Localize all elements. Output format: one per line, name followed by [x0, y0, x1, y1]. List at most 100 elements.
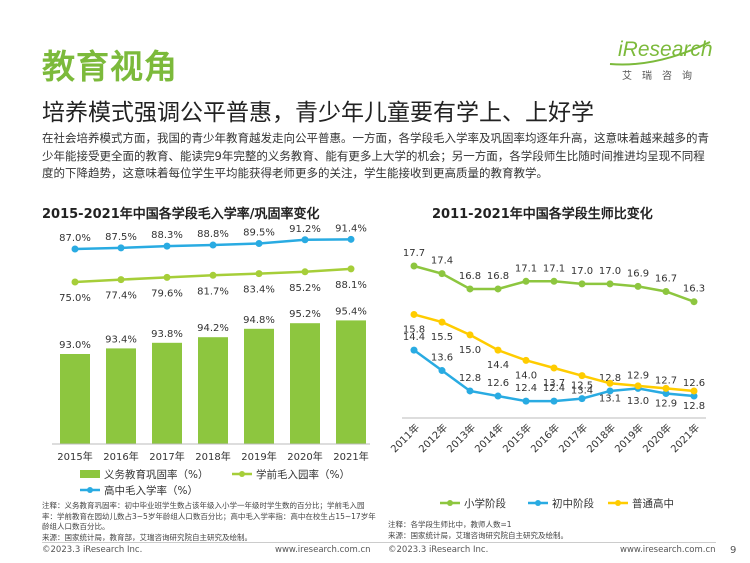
- highschool-point: [117, 244, 125, 252]
- preschool-point: [117, 276, 125, 284]
- highschool-value-label: 87.0%: [59, 233, 91, 244]
- data-label: 15.0: [459, 345, 481, 356]
- logo-brand: iResearch: [618, 38, 713, 61]
- bar-value-label: 95.4%: [335, 306, 367, 317]
- x-tick-label: 2013年: [444, 421, 478, 455]
- teacher-ratio-chart: 17.7 17.4 16.8 16.8 17.1 17.1 17.0 17.0 16.9 16.7…: [388, 248, 706, 510]
- preschool-point: [163, 273, 171, 281]
- enrollment-chart: 93.0% 93.4% 93.8% 94.2% 94.8% 95.2% 95.4% 2015年…: [52, 223, 370, 497]
- bar-value-label: 95.2%: [289, 309, 321, 320]
- section-title: 教育视角: [42, 47, 178, 86]
- preschool-point: [347, 265, 355, 273]
- x-tick-label: 2015年: [57, 450, 92, 463]
- footer-right-copyright: ©2023.3 iResearch Inc.: [388, 545, 489, 555]
- legend-marker: [239, 471, 245, 477]
- data-label: 12.6: [487, 378, 509, 389]
- series-point: [662, 384, 670, 392]
- series-point: [410, 310, 418, 318]
- highschool-point: [347, 235, 355, 243]
- series-point: [662, 288, 670, 295]
- highschool-value-label: 89.5%: [243, 228, 275, 239]
- series-point: [438, 367, 446, 375]
- right-chart-notes: 注释：各学段生师比中，教师人数=1: [388, 520, 512, 529]
- series-point: [578, 395, 586, 403]
- series-point: [466, 285, 474, 293]
- data-label: 17.0: [571, 266, 593, 277]
- data-label: 13.4: [571, 386, 593, 397]
- preschool-value-label: 79.6%: [151, 288, 183, 299]
- highschool-value-label: 88.3%: [151, 230, 183, 241]
- enrollment-bar: [106, 348, 136, 444]
- x-tick-label: 2020年: [640, 421, 674, 455]
- highschool-value-label: 91.2%: [289, 224, 321, 235]
- data-label: 13.0: [627, 396, 649, 407]
- data-label: 15.5: [431, 332, 453, 343]
- preschool-point: [255, 270, 263, 278]
- left-chart-source: 来源：国家统计局，教育部，艾瑞咨询研究院自主研究及绘制。: [42, 533, 252, 542]
- legend-label: 义务教育巩固率（%）: [104, 468, 208, 481]
- legend-marker: [615, 500, 621, 506]
- footer-left-copyright: ©2023.3 iResearch Inc.: [42, 545, 143, 555]
- data-label: 12.8: [459, 373, 481, 384]
- highschool-value-label: 87.5%: [105, 232, 137, 243]
- highschool-point: [255, 240, 263, 247]
- bar-value-label: 93.0%: [59, 340, 91, 351]
- series-point: [550, 277, 558, 285]
- data-label: 12.8: [599, 373, 621, 384]
- data-label: 13.6: [431, 353, 453, 364]
- enrollment-bar: [244, 328, 274, 444]
- footer-left-url[interactable]: www.iresearch.com.cn: [275, 545, 371, 555]
- series-point: [690, 298, 698, 306]
- highschool-point: [301, 236, 309, 244]
- enrollment-bar: [336, 320, 366, 444]
- x-tick-label: 2021年: [333, 450, 368, 463]
- legend-marker: [447, 500, 453, 506]
- data-label: 12.9: [655, 398, 677, 409]
- intro-paragraph: 在社会培养模式方面，我国的青少年教育越发走向公平普惠。一方面，各学段毛入学率及巩…: [42, 131, 709, 180]
- x-tick-label: 2019年: [241, 450, 276, 463]
- data-label: 13.7: [543, 378, 565, 389]
- left-chart-notes: 注释：义务教育巩固率：初中毕业班学生数占该年级入小学一年级时学生数的百分比；学前…: [42, 501, 376, 531]
- legend-marker: [535, 500, 541, 506]
- legend-label: 小学阶段: [464, 497, 506, 510]
- series-point: [578, 372, 586, 380]
- highschool-point: [209, 241, 217, 249]
- x-tick-label: 2012年: [416, 421, 450, 455]
- logo-subtitle: 艾瑞咨询: [622, 71, 702, 82]
- enrollment-bar: [152, 342, 182, 444]
- data-label: 17.1: [515, 263, 537, 274]
- data-label: 17.7: [403, 248, 425, 259]
- x-tick-label: 2021年: [668, 421, 702, 455]
- enrollment-bar: [60, 354, 90, 444]
- preschool-point: [71, 278, 79, 286]
- page-number: 9: [730, 545, 737, 556]
- preschool-point: [301, 268, 309, 276]
- series-point: [550, 364, 558, 372]
- data-label: 15.8: [403, 324, 425, 335]
- series-point: [494, 346, 502, 354]
- highschool-value-label: 88.8%: [197, 229, 229, 240]
- series-point: [634, 382, 642, 390]
- right-chart-source: 来源：国家统计局，艾瑞咨询研究院自主研究及绘制。: [388, 531, 568, 540]
- preschool-value-label: 83.4%: [243, 285, 275, 296]
- data-label: 16.7: [655, 274, 677, 285]
- legend-label: 学前毛入园率（%）: [256, 468, 350, 481]
- x-tick-label: 2011年: [388, 421, 422, 455]
- series-point: [438, 270, 446, 278]
- legend-label: 初中阶段: [552, 497, 594, 510]
- series-point: [690, 387, 698, 395]
- bar-value-label: 93.8%: [151, 329, 183, 340]
- series-point: [410, 346, 418, 354]
- series-point: [466, 331, 474, 339]
- preschool-value-label: 81.7%: [197, 286, 229, 297]
- data-label: 12.7: [655, 376, 677, 387]
- data-label: 17.1: [543, 263, 565, 274]
- x-tick-label: 2016年: [103, 450, 138, 463]
- preschool-value-label: 75.0%: [59, 293, 91, 304]
- data-label: 17.0: [599, 266, 621, 277]
- footer-right-url[interactable]: www.iresearch.com.cn: [620, 545, 716, 555]
- data-label: 16.9: [627, 268, 649, 279]
- data-label: 14.4: [403, 332, 425, 343]
- preschool-value-label: 88.1%: [335, 280, 367, 291]
- legend-label: 普通高中: [632, 497, 674, 510]
